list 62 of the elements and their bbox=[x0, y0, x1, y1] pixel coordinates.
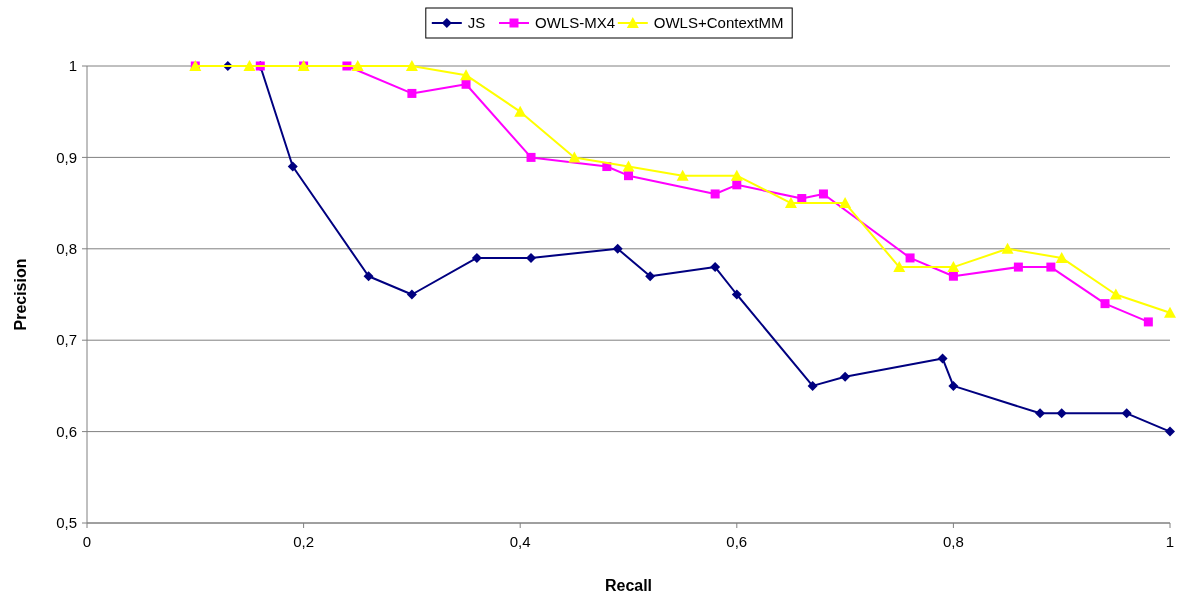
y-axis-title: Precision bbox=[12, 258, 29, 331]
point bbox=[526, 152, 536, 162]
point bbox=[1109, 288, 1122, 300]
x-tick-label: 0 bbox=[82, 533, 92, 550]
point bbox=[905, 253, 915, 263]
point bbox=[460, 69, 473, 81]
point bbox=[948, 271, 958, 281]
point bbox=[676, 169, 689, 181]
point bbox=[710, 262, 721, 273]
point bbox=[839, 197, 852, 209]
legend-label: OWLS-MX4 bbox=[535, 14, 616, 32]
legend-label: OWLS+ContextMM bbox=[653, 14, 784, 32]
point bbox=[947, 261, 960, 273]
point bbox=[784, 197, 797, 209]
point bbox=[807, 380, 818, 391]
point bbox=[406, 289, 417, 300]
point bbox=[1100, 299, 1110, 309]
point bbox=[818, 189, 828, 199]
point bbox=[405, 60, 418, 71]
point bbox=[612, 243, 623, 254]
point bbox=[351, 60, 364, 71]
x-tick-label: 0,4 bbox=[509, 533, 531, 550]
point bbox=[1055, 251, 1068, 263]
point bbox=[1164, 306, 1176, 318]
x-tick-label: 1 bbox=[1165, 533, 1175, 550]
y-tick-label: 0,9 bbox=[56, 148, 77, 166]
point bbox=[461, 79, 471, 89]
point bbox=[514, 105, 527, 117]
point bbox=[287, 161, 298, 172]
point bbox=[622, 160, 635, 172]
point bbox=[526, 252, 537, 263]
point bbox=[1046, 262, 1056, 272]
point bbox=[893, 261, 906, 273]
point bbox=[948, 380, 959, 391]
point bbox=[730, 169, 743, 181]
y-tick-label: 0,5 bbox=[56, 514, 77, 532]
point bbox=[937, 353, 948, 364]
legend-label: JS bbox=[467, 14, 486, 32]
point bbox=[1056, 408, 1067, 419]
point bbox=[1121, 408, 1132, 419]
y-tick-label: 0,7 bbox=[56, 331, 77, 349]
x-tick-label: 0,6 bbox=[726, 533, 748, 550]
y-tick-label: 0,6 bbox=[56, 422, 77, 440]
point bbox=[731, 289, 742, 300]
x-tick-label: 0,2 bbox=[293, 533, 315, 550]
point bbox=[840, 371, 851, 382]
point bbox=[645, 271, 656, 282]
point bbox=[471, 252, 482, 263]
point bbox=[1165, 426, 1175, 437]
point bbox=[1035, 408, 1046, 419]
point bbox=[407, 88, 417, 98]
x-tick-label: 0,8 bbox=[942, 533, 964, 550]
point bbox=[710, 189, 720, 199]
y-tick-label: 0,8 bbox=[56, 240, 77, 258]
x-axis-title: Recall bbox=[604, 577, 653, 594]
point bbox=[243, 60, 256, 71]
y-tick-label: 1 bbox=[68, 57, 77, 75]
point bbox=[1013, 262, 1023, 272]
point bbox=[1143, 317, 1153, 327]
point bbox=[568, 151, 581, 163]
point bbox=[1001, 242, 1014, 254]
point bbox=[363, 271, 374, 282]
